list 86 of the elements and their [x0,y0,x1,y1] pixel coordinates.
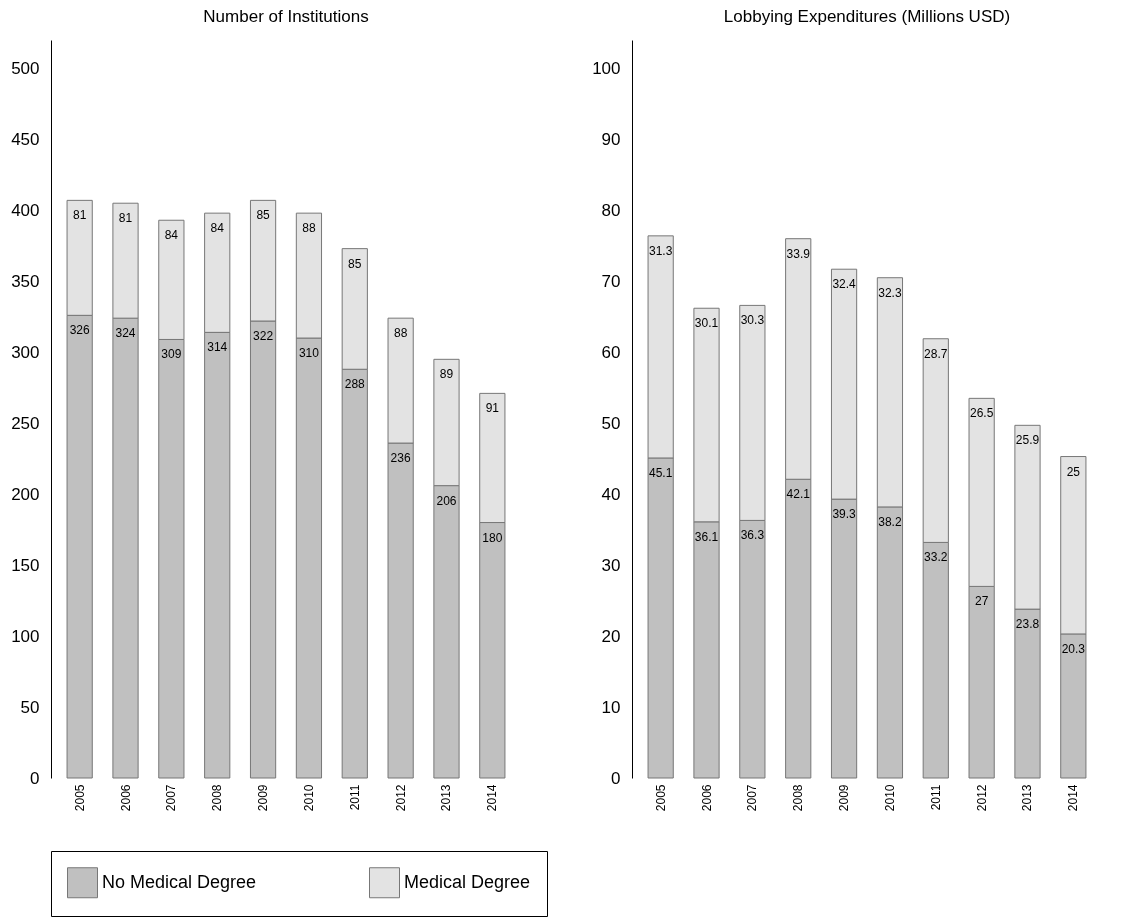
data-label: 31.3 [648,243,673,258]
data-label: 36.3 [740,528,765,543]
y-tick-label: 100 [592,58,621,78]
x-tick-label: 2007 [164,784,179,812]
y-tick-label: 350 [11,271,40,291]
y-tick-label: 300 [11,342,40,362]
x-tick-label: 2012 [393,784,408,812]
x-tick-label: 2012 [974,784,989,812]
y-tick-label: 20 [601,626,621,646]
y-tick-label: 100 [11,626,40,646]
data-label: 310 [298,346,320,361]
x-tick-label: 2014 [485,784,500,812]
data-label: 30.3 [740,313,765,328]
data-label: 206 [436,493,457,508]
legend-label: No Medical Degree [102,871,257,892]
data-label: 23.8 [1015,617,1040,632]
data-label: 288 [344,377,366,392]
legend-label: Medical Degree [404,871,531,892]
data-label: 30.1 [694,316,719,331]
x-tick-label: 2010 [301,784,316,812]
data-label: 42.1 [786,487,811,502]
y-tick-label: 80 [601,200,621,220]
data-label: 85 [348,256,362,271]
data-label: 33.9 [786,246,811,261]
y-tick-label: 50 [20,697,40,717]
chart-title: Number of Institutions [203,7,369,26]
data-label: 91 [485,401,500,416]
x-tick-label: 2005 [653,784,668,812]
data-label: 26.5 [969,406,994,421]
y-tick-label: 500 [11,58,40,78]
y-tick-label: 400 [11,200,40,220]
x-tick-label: 2006 [118,784,133,812]
chart-title: Lobbying Expenditures (Millions USD) [723,7,1011,26]
data-label: 89 [439,367,454,382]
x-tick-label: 2007 [745,784,760,812]
y-tick-label: 70 [601,271,621,291]
data-label: 20.3 [1061,641,1086,656]
data-label: 36.1 [694,529,719,544]
y-tick-label: 10 [601,697,621,717]
x-tick-label: 2006 [699,784,714,812]
data-label: 28.7 [924,346,948,361]
x-tick-label: 2009 [837,784,852,812]
x-tick-label: 2008 [210,784,225,812]
data-label: 88 [393,326,408,341]
data-label: 85 [256,208,271,223]
y-tick-label: 150 [11,555,40,575]
data-label: 81 [118,211,133,226]
y-tick-label: 0 [611,768,621,788]
data-label: 25.9 [1015,433,1040,448]
x-tick-label: 2014 [1066,784,1081,812]
data-label: 309 [161,347,182,362]
x-tick-label: 2009 [256,784,271,812]
data-label: 39.3 [832,507,857,522]
y-tick-label: 30 [601,555,621,575]
x-tick-label: 2008 [791,784,806,812]
data-label: 324 [115,326,136,341]
data-label: 32.3 [878,285,902,300]
y-tick-label: 0 [30,768,40,788]
data-label: 88 [302,221,316,236]
y-tick-label: 40 [601,484,621,504]
data-label: 314 [207,340,228,355]
data-label: 32.4 [832,277,857,292]
y-tick-label: 90 [601,129,621,149]
y-tick-label: 250 [11,413,40,433]
data-label: 33.2 [924,550,948,565]
y-tick-label: 50 [601,413,621,433]
data-label: 326 [69,323,90,338]
data-label: 27 [974,594,989,609]
data-label: 38.2 [878,514,902,529]
data-label: 84 [164,228,179,243]
y-tick-label: 450 [11,129,40,149]
x-tick-label: 2010 [882,784,897,812]
x-tick-label: 2005 [72,784,87,812]
y-tick-label: 200 [11,484,40,504]
y-tick-label: 60 [601,342,621,362]
x-tick-label: 2013 [1020,784,1035,812]
data-label: 45.1 [648,465,673,480]
data-label: 84 [210,221,225,236]
data-label: 322 [253,329,274,344]
data-label: 236 [390,451,411,466]
data-label: 180 [482,530,503,545]
x-tick-label: 2013 [439,784,454,812]
data-label: 25 [1066,464,1081,479]
x-tick-label: 2011 [347,784,362,811]
x-tick-label: 2011 [928,784,943,811]
data-label: 81 [72,208,87,223]
